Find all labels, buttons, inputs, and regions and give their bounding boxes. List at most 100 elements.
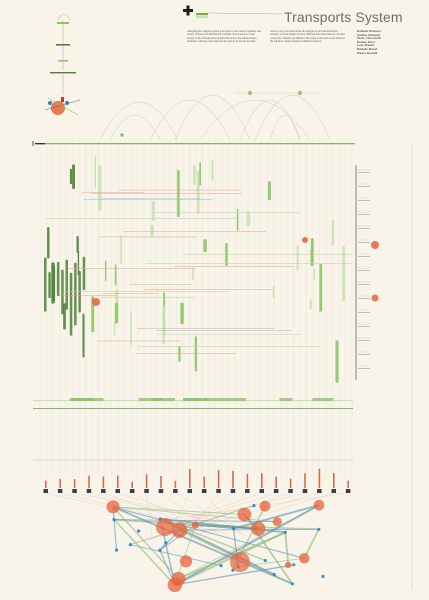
- infrastructure-bar: [192, 267, 194, 280]
- flag-stem: [217, 469, 220, 488]
- infrastructure-bars: [44, 155, 345, 383]
- infrastructure-bar: [63, 303, 66, 330]
- main-axis: [32, 141, 355, 146]
- flag-icon: [230, 489, 236, 493]
- network-node: [128, 543, 132, 547]
- highlight-bubble: [371, 241, 379, 249]
- infrastructure-bar: [335, 340, 339, 383]
- flag-stem: [102, 476, 105, 488]
- infrastructure-bar: [69, 272, 73, 336]
- legend-bar: [56, 44, 70, 46]
- right-axis-label-placeholder: [358, 186, 370, 187]
- lower-segment: [183, 398, 209, 401]
- flag-icon: [201, 489, 207, 493]
- infrastructure-bar: [246, 211, 251, 226]
- flag-stem: [88, 475, 90, 488]
- infrastructure-bar: [114, 264, 117, 286]
- flag-icon: [43, 489, 48, 493]
- flag-link: [74, 492, 223, 523]
- network-node: [259, 500, 271, 512]
- infrastructure-bar: [114, 303, 119, 324]
- highlight-bubble: [92, 298, 100, 306]
- legend-flag: [61, 97, 64, 102]
- infrastructure-bar: [272, 285, 275, 299]
- infrastructure-bar: [82, 313, 85, 358]
- arc: [57, 13, 71, 21]
- flag-link: [163, 492, 349, 521]
- infrastructure-bar: [309, 299, 312, 310]
- infrastructure-bar: [47, 227, 50, 259]
- legend-bar: [50, 72, 76, 74]
- infrastructure-bar: [194, 336, 198, 372]
- right-axis-label-placeholder: [358, 354, 370, 355]
- network-node-large: [230, 552, 250, 572]
- logo-bar: [196, 16, 208, 19]
- author: Paolo Ciuccarelli: [357, 37, 381, 41]
- lower-segment: [203, 398, 231, 401]
- infrastructure-bar: [94, 155, 96, 189]
- network-edge: [113, 506, 278, 523]
- highlight-bubble: [371, 294, 379, 302]
- network-node: [179, 555, 193, 568]
- flag-icon: [273, 489, 279, 493]
- infrastructure-bar: [78, 271, 81, 313]
- network-node: [191, 521, 200, 529]
- right-axis-label-placeholder: [358, 368, 370, 369]
- network-node: [114, 548, 119, 552]
- flag-icon: [187, 489, 192, 493]
- network-node: [171, 522, 188, 538]
- logo-underline: [207, 12, 283, 15]
- right-axis-label-placeholder: [358, 214, 370, 215]
- network-node: [263, 558, 267, 563]
- infrastructure-bar: [319, 264, 323, 312]
- lower-timeline: [33, 398, 353, 461]
- infrastructure-bar: [72, 164, 75, 189]
- network-edge: [174, 564, 294, 586]
- network-edge: [113, 519, 278, 523]
- main-axis-start: [35, 143, 45, 145]
- infrastructure-bar: [151, 201, 155, 221]
- author: Luca Masud: [357, 44, 374, 48]
- infrastructure-bar: [178, 346, 181, 362]
- flag-icon: [158, 489, 164, 493]
- infrastructure-bar: [313, 268, 315, 281]
- infrastructure-bar: [211, 159, 214, 181]
- network-edge: [178, 531, 286, 580]
- infrastructure-bar: [48, 272, 51, 299]
- flag-icon: [129, 489, 135, 493]
- actor-arc: [99, 101, 179, 141]
- lower-segment: [229, 398, 247, 401]
- author: Raffaele Briatore: [357, 30, 382, 33]
- network-node: [317, 527, 321, 531]
- flag-stem: [232, 470, 234, 488]
- network-edge: [195, 524, 234, 530]
- actor-arc: [269, 115, 301, 141]
- flag-stem: [73, 479, 76, 488]
- infrastructure-bar: [342, 246, 345, 290]
- flag-link: [146, 492, 152, 536]
- right-axis-label-placeholder: [358, 298, 370, 299]
- network-map: [106, 499, 325, 593]
- lower-axis-bar: [33, 408, 353, 409]
- flag-stem: [160, 475, 162, 488]
- network-node: [299, 553, 310, 564]
- network-edge: [233, 504, 320, 530]
- flag-stem: [304, 473, 306, 488]
- network-node: [284, 561, 292, 569]
- right-axis-label-placeholder: [358, 200, 370, 201]
- authors-list: Raffaele Briatore Andrea Ghislotti Paolo…: [357, 30, 417, 55]
- legend-dot: [48, 101, 52, 105]
- flag-icon: [331, 489, 336, 493]
- network-node: [321, 574, 325, 579]
- right-axis-label-placeholder: [358, 228, 370, 229]
- network-edge: [174, 504, 320, 586]
- infrastructure-bar: [120, 235, 123, 264]
- network-edge: [112, 506, 305, 559]
- right-side-axis: [355, 145, 413, 590]
- infrastructure-bar: [77, 250, 80, 276]
- flag-icon: [288, 489, 293, 493]
- infrastructure-bar: [267, 181, 271, 201]
- colored-link-lines: [45, 189, 352, 354]
- infrastructure-bar: [130, 311, 132, 346]
- infrastructure-bar: [105, 260, 107, 282]
